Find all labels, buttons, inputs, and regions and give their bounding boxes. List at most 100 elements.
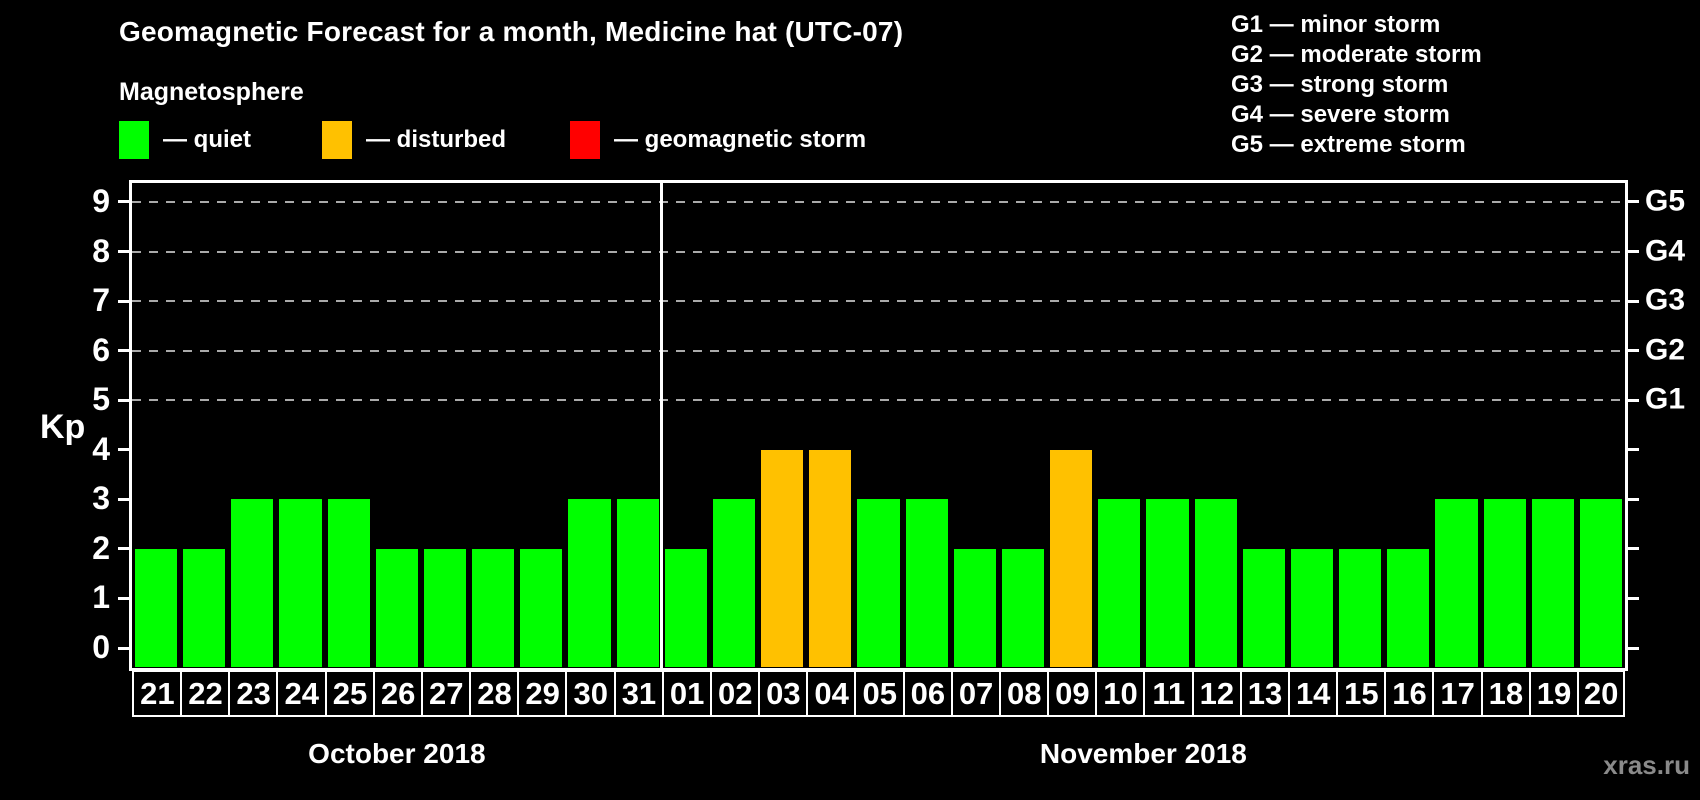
g-legend-line: G4 — severe storm bbox=[1231, 101, 1450, 128]
g-axis-label: G3 bbox=[1645, 283, 1686, 317]
kp-bar bbox=[231, 499, 274, 667]
legend-item-label: — geomagnetic storm bbox=[614, 126, 867, 153]
y-axis-tick bbox=[118, 398, 132, 402]
y-tick-label: 2 bbox=[92, 529, 110, 566]
g-scale-legend: G1 — minor storm G2 — moderate storm G3 — … bbox=[1231, 10, 1482, 160]
y-axis-tick bbox=[118, 646, 132, 650]
g-legend-line: G3 — strong storm bbox=[1231, 71, 1449, 98]
legend-item-quiet: — quiet bbox=[119, 120, 251, 160]
y-axis-tick bbox=[118, 448, 132, 452]
kp-bar bbox=[1483, 499, 1526, 667]
month-separator-line bbox=[660, 183, 664, 668]
date-box: 10 bbox=[1095, 670, 1144, 717]
y-tick-label: 1 bbox=[92, 579, 110, 616]
page-title: Geomagnetic Forecast for a month, Medici… bbox=[119, 16, 904, 47]
y-axis-tick bbox=[1625, 398, 1639, 402]
g-axis-label: G4 bbox=[1645, 233, 1686, 267]
kp-bar bbox=[1531, 499, 1574, 667]
legend-item-disturbed: — disturbed bbox=[322, 120, 506, 160]
y-axis-tick bbox=[1625, 547, 1639, 551]
date-box: 05 bbox=[854, 670, 904, 717]
month-label: November 2018 bbox=[1039, 738, 1247, 769]
g-legend-line: G1 — minor storm bbox=[1231, 11, 1441, 38]
gridline bbox=[132, 399, 1625, 402]
y-axis-tick bbox=[1625, 596, 1639, 600]
g-axis-label: G1 bbox=[1645, 382, 1686, 416]
y-tick-label: 5 bbox=[92, 380, 110, 417]
y-axis-tick bbox=[1625, 349, 1639, 353]
legend-item-label: — quiet bbox=[163, 126, 251, 153]
g-axis-label: G2 bbox=[1645, 332, 1686, 366]
g-legend-line: G5 — extreme storm bbox=[1231, 131, 1466, 158]
date-box: 28 bbox=[469, 670, 518, 717]
y-axis-title: Kp bbox=[40, 408, 86, 446]
y-axis-tick bbox=[118, 299, 132, 303]
kp-bar bbox=[375, 548, 418, 667]
date-box: 07 bbox=[950, 670, 1000, 717]
date-box: 30 bbox=[565, 670, 615, 717]
watermark: xras.ru bbox=[1603, 750, 1690, 780]
kp-bar bbox=[1435, 499, 1478, 667]
y-tick-label: 8 bbox=[92, 232, 110, 269]
date-box: 12 bbox=[1191, 670, 1241, 717]
y-axis-tick bbox=[1625, 250, 1639, 254]
kp-bar bbox=[568, 499, 611, 667]
date-box: 29 bbox=[517, 670, 566, 717]
date-box: 16 bbox=[1384, 670, 1433, 717]
date-box: 04 bbox=[806, 670, 855, 717]
y-tick-label: 3 bbox=[92, 480, 110, 517]
kp-bar bbox=[712, 499, 756, 667]
date-box: 09 bbox=[1047, 670, 1096, 717]
kp-bar bbox=[135, 548, 178, 667]
kp-bar bbox=[616, 499, 659, 667]
storm-color-swatch bbox=[570, 121, 600, 159]
date-box: 18 bbox=[1480, 670, 1530, 717]
y-axis-tick bbox=[118, 349, 132, 353]
kp-bar bbox=[472, 548, 515, 667]
date-box: 14 bbox=[1287, 670, 1337, 717]
y-axis-tick bbox=[118, 250, 132, 254]
g-axis-label: G5 bbox=[1645, 184, 1686, 218]
disturbed-color-swatch bbox=[322, 121, 352, 159]
date-box: 06 bbox=[902, 670, 952, 717]
y-axis-tick bbox=[118, 596, 132, 600]
date-box: 25 bbox=[324, 670, 374, 717]
kp-bar bbox=[279, 499, 322, 667]
date-box: 26 bbox=[372, 670, 422, 717]
y-axis-tick bbox=[1625, 299, 1639, 303]
date-box: 19 bbox=[1528, 670, 1578, 717]
kp-bar bbox=[809, 449, 852, 667]
kp-bar bbox=[1146, 499, 1189, 667]
date-box: 27 bbox=[420, 670, 470, 717]
kp-bar bbox=[1194, 499, 1237, 667]
y-axis-tick bbox=[118, 200, 132, 204]
kp-bar bbox=[520, 548, 563, 667]
date-box: 03 bbox=[758, 670, 807, 717]
y-axis-tick bbox=[118, 547, 132, 551]
date-box: 23 bbox=[228, 670, 277, 717]
y-axis-tick bbox=[1625, 448, 1639, 452]
y-axis-tick bbox=[118, 497, 132, 501]
date-box: 24 bbox=[276, 670, 326, 717]
date-box: 22 bbox=[180, 670, 229, 717]
kp-bar bbox=[1050, 449, 1093, 667]
date-box: 31 bbox=[613, 670, 663, 717]
date-box: 21 bbox=[132, 670, 181, 717]
kp-bar bbox=[1339, 548, 1382, 667]
kp-bar bbox=[761, 449, 804, 667]
date-box: 01 bbox=[661, 670, 711, 717]
month-label: October 2018 bbox=[308, 738, 486, 769]
date-box: 13 bbox=[1239, 670, 1289, 717]
y-tick-label: 7 bbox=[92, 281, 110, 318]
date-box: 02 bbox=[709, 670, 759, 717]
kp-bar bbox=[664, 548, 707, 667]
legend-item-label: — disturbed bbox=[366, 126, 507, 153]
y-tick-label: 4 bbox=[92, 430, 110, 467]
kp-bar bbox=[423, 548, 467, 667]
y-axis-tick bbox=[1625, 646, 1639, 650]
y-tick-label: 9 bbox=[92, 182, 110, 219]
legend-item-storm: — geomagnetic storm bbox=[570, 120, 866, 160]
kp-bar bbox=[1001, 548, 1045, 667]
